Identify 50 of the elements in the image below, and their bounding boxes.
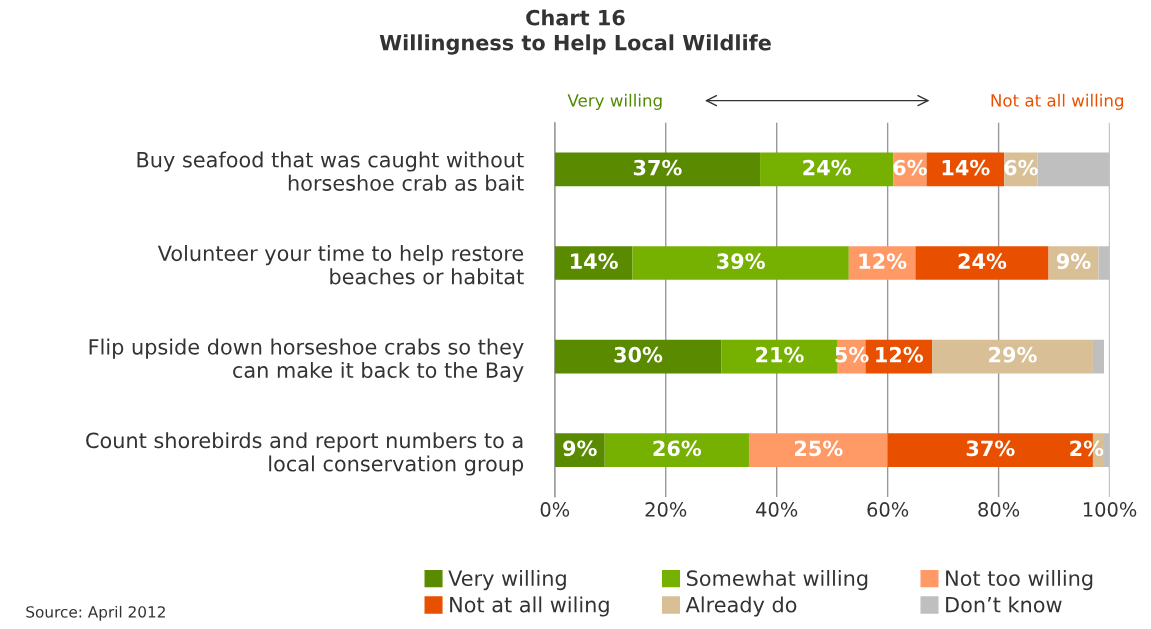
data-label: 26%	[653, 440, 702, 457]
chart-title: Chart 16 Willingness to Help Local Wildlife	[379, 9, 771, 55]
text: Not at all willing	[991, 93, 1124, 110]
bar	[1098, 246, 1110, 280]
data-label: 30%	[614, 346, 663, 363]
data-label: 29%	[989, 346, 1037, 363]
legend-label: Somewhat willing	[686, 569, 868, 591]
bar	[632, 246, 849, 280]
data-label: 12%	[859, 253, 907, 270]
data-label: 14%	[571, 253, 618, 270]
legend-label: Don’t know	[946, 596, 1062, 613]
x-tick-label: 0%	[540, 502, 570, 517]
bar	[760, 152, 894, 187]
data-label: 9%	[563, 440, 597, 457]
legend-label: Not too willing	[946, 569, 1093, 591]
y-tick-label: Buy seafood that was caught without horseshoe crab as bait	[137, 151, 524, 191]
y-tick-label: Flip upside down horseshoe crabs so they can make it back to the Bay	[89, 338, 524, 383]
bar	[1037, 152, 1110, 187]
bar	[932, 339, 1093, 374]
x-tick-label: 60%	[867, 502, 909, 517]
data-label: 37%	[966, 440, 1015, 457]
data-label: 39%	[717, 253, 765, 270]
bar	[1104, 433, 1110, 467]
data-label: 12%	[876, 346, 924, 363]
data-label: 6%	[893, 159, 927, 176]
bar	[554, 339, 722, 374]
y-tick-label: Count shorebirds and report numbers to a local conservation group	[86, 432, 524, 476]
text: Very willing	[567, 93, 662, 110]
data-label: 14%	[942, 159, 990, 176]
bar	[1092, 339, 1105, 374]
bar	[554, 152, 761, 187]
data-label: 37%	[633, 159, 682, 176]
data-label: 25%	[795, 440, 843, 457]
x-tick-label: 100%	[1083, 502, 1137, 517]
y-tick-label: Volunteer your time to help restore beaches or habitat	[157, 245, 524, 285]
data-label: 24%	[803, 159, 851, 176]
x-tick-label: 40%	[756, 502, 798, 517]
legend-label: Very willing	[448, 569, 566, 591]
legend-label: Already do	[685, 596, 797, 617]
data-label: 21%	[756, 346, 804, 363]
bar	[604, 433, 749, 467]
data-label: 24%	[958, 253, 1007, 270]
data-label: 6%	[1004, 159, 1038, 176]
source-note: Source: April 2012	[26, 605, 165, 621]
legend-label: Not at all wiling	[450, 596, 609, 617]
x-tick-label: 80%	[978, 502, 1020, 517]
data-label: 9%	[1056, 253, 1091, 270]
x-tick-label: 20%	[645, 502, 687, 517]
bar	[748, 433, 888, 467]
bar	[915, 246, 1049, 280]
